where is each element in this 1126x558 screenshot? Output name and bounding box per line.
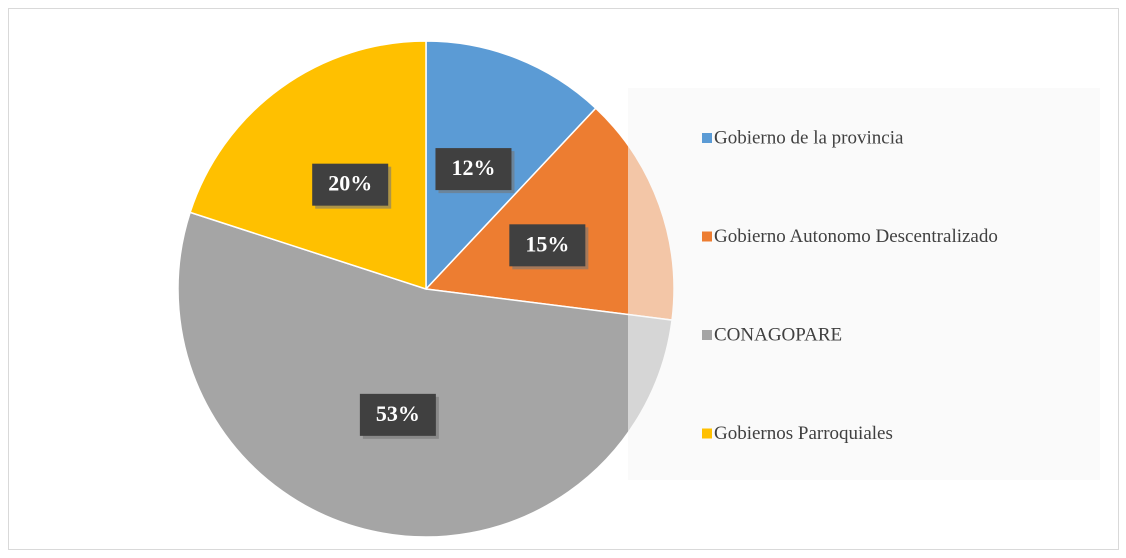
label-box [509,224,586,267]
legend-label: Gobierno Autonomo Descentralizado [714,226,998,247]
value-label: 15% [525,231,569,256]
value-labels: 12% 15% 53% 20% [312,148,589,439]
pie-slice [189,40,427,291]
legend-label: Gobiernos Parroquiales [714,423,893,444]
value-label: 12% [451,155,495,180]
legend: Gobierno de la provincia Gobierno Autonom… [702,127,998,444]
pie [177,40,675,538]
legend-swatch [702,428,712,439]
value-label: 20% [328,171,372,196]
value-label: 53% [376,401,420,426]
label-box [312,163,389,206]
label-box [359,393,436,436]
legend-swatch [702,133,712,143]
label-box [435,148,512,191]
legend-swatch [702,231,712,242]
legend-label: Gobierno de la provincia [714,127,904,148]
legend-box [628,88,1100,480]
legend-swatch [702,330,712,340]
legend-label: CONAGOPARE [714,324,842,345]
